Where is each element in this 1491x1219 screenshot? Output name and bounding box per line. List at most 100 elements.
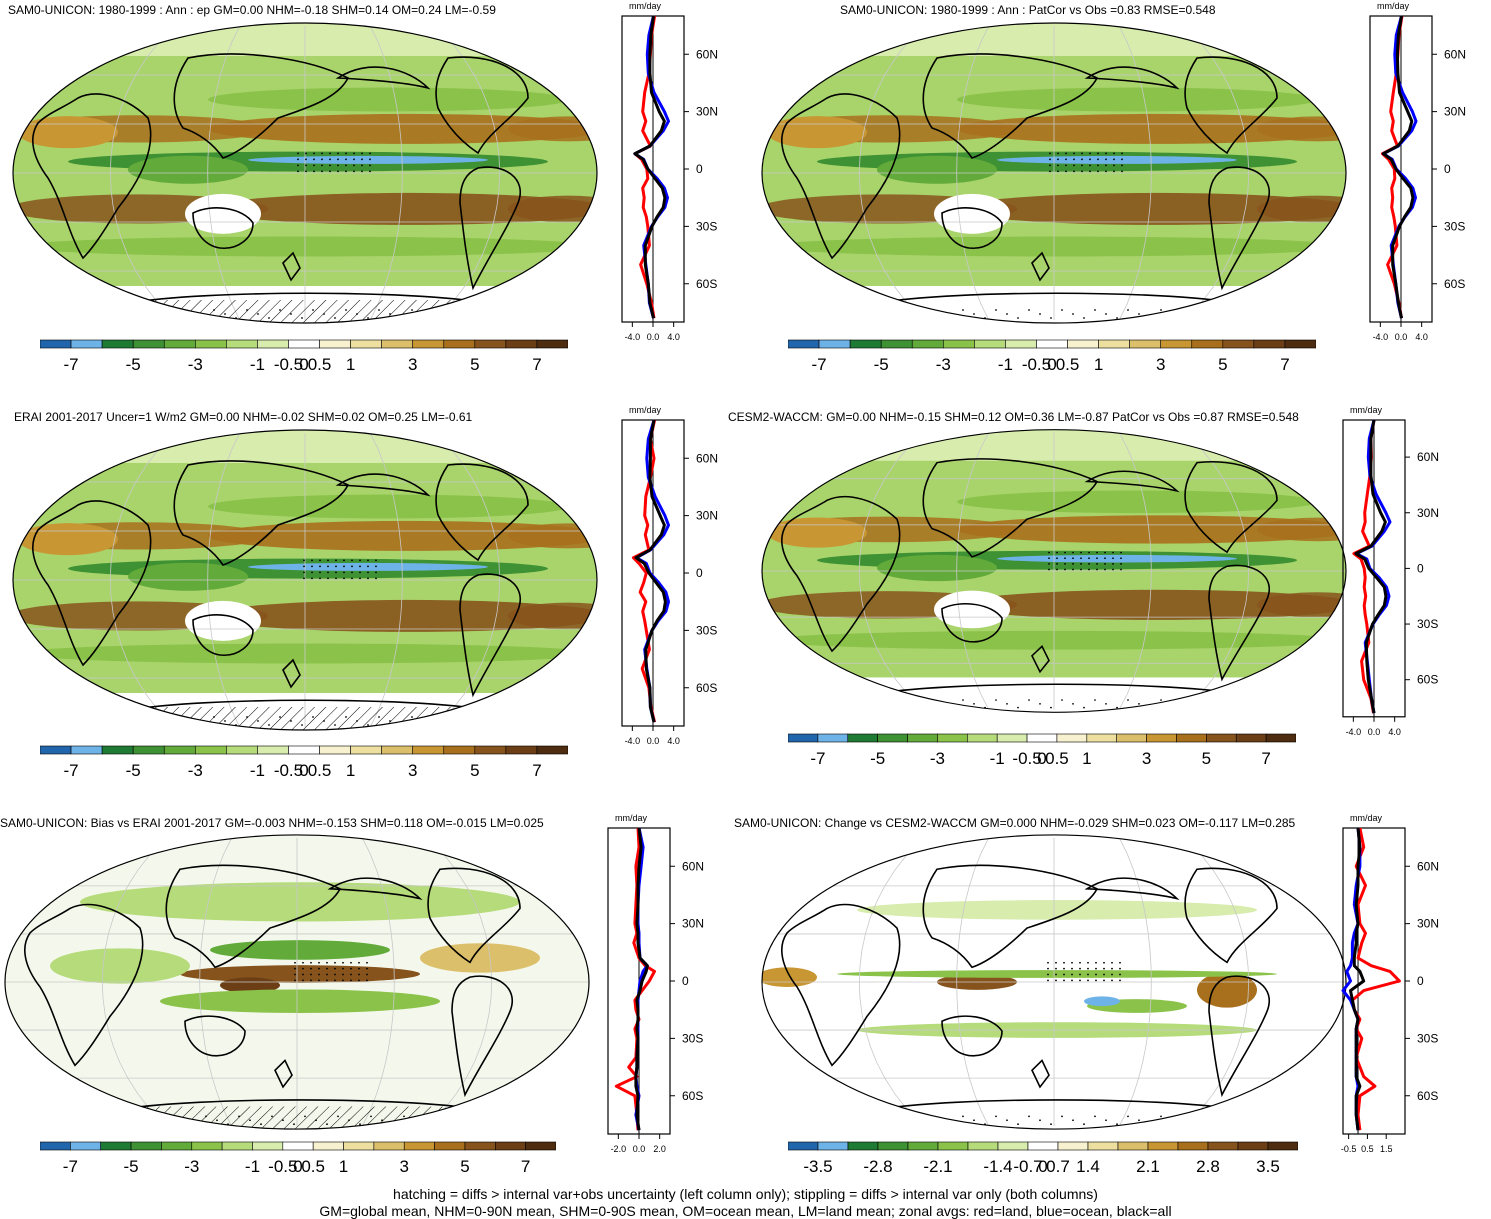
colorbar-label: 5 [460,1157,469,1176]
colorbar-swatch [257,745,289,755]
colorbar-label: -1 [998,355,1013,374]
colorbar-label: -3 [184,1157,199,1176]
coastline [192,207,254,249]
colorbar-swatch [536,745,568,755]
zonal-series-ocean [633,15,670,319]
colorbar-swatch [1116,733,1147,743]
colorbar-swatch [505,339,538,349]
colorbar-swatch [288,745,320,755]
coastline [335,66,431,90]
colorbar-label: -1.4 [983,1157,1012,1176]
colorbar-swatch [1222,339,1255,349]
map-p3 [12,429,598,731]
coastline [173,460,350,566]
colorbar-p3: -7 -5 -3 -1 -0.500.5 1 3 5 7 [40,745,568,780]
lat-tick-label: 60S [696,681,717,695]
colorbar-label: -2.1 [923,1157,952,1176]
coastline [459,573,521,698]
map-field [762,23,1346,323]
colorbar-label: 0 [1038,1157,1047,1176]
colorbar-label: -7 [63,1157,78,1176]
colorbar-swatch [818,339,851,349]
coastline [781,903,901,1067]
zonal-units-label: mm/day [629,1,662,11]
colorbar-label: 0 [299,355,308,374]
colorbar-swatch [161,1141,193,1151]
colorbar-label: 0.5 [1045,749,1069,768]
lat-tick-label: 0 [682,974,689,988]
map-field [13,430,597,730]
coastline [941,1015,1003,1057]
colorbar-swatch [132,745,165,755]
colorbar-swatch [911,339,944,349]
colorbar-swatch [907,733,938,743]
colorbar-label: 7 [1280,355,1289,374]
zonal-series-all [1354,419,1388,714]
zonal-plot-p3: mm/day 60N 30N 0 30S 60S -4.0 0.0 4.0 [621,405,718,746]
colorbar-label: 1 [1094,355,1103,374]
lat-tick-label: 30N [696,509,718,523]
coastline [1208,166,1270,291]
coastline [941,603,1003,643]
colorbar-swatch [937,1141,969,1151]
coastline [1184,461,1278,554]
colorbar-swatch [474,745,507,755]
coastline [1184,56,1278,155]
zonal-series-ocean [1381,15,1418,319]
lat-tick-label: 60S [1417,1089,1438,1103]
colorbar-label: 1 [346,761,355,780]
lat-tick-label: 60N [682,859,704,873]
colorbar-label: 5 [1218,355,1227,374]
colorbar-p6: -3.5 -2.8 -2.1 -1.4 -0.700.7 1.4 2.1 2.8 3.5 [788,1141,1298,1176]
colorbar-swatch [257,339,289,349]
panel-title-p6: SAM0-UNICON: Change vs CESM2-WACCM GM=0.… [734,816,1296,830]
coastline [335,473,431,497]
colorbar-label: 0.5 [308,761,332,780]
colorbar-swatch [350,339,382,349]
lat-tick-label: 0 [696,162,703,176]
coastline [922,864,1099,969]
colorbar-swatch [70,1141,102,1151]
colorbar-label: 0.5 [308,355,332,374]
coastline [1084,66,1180,90]
colorbar-label: 3.5 [1256,1157,1280,1176]
lat-tick-label: 0 [1444,162,1451,176]
lat-tick-label: 30N [682,917,704,931]
coastline [1084,877,1180,901]
stippling [139,961,460,1126]
colorbar-swatch [877,1141,909,1151]
zonal-series-all [633,15,667,319]
colorbar-label: -5 [126,355,141,374]
colorbar-swatch [443,745,476,755]
coastline [327,877,423,901]
colorbar-swatch [877,733,908,743]
coastline [941,207,1003,249]
colorbar-label: 0 [299,761,308,780]
panel-title-p4: CESM2-WACCM: GM=0.00 NHM=-0.15 SHM=0.12 … [728,410,1299,424]
colorbar-label: 3 [1156,355,1165,374]
colorbar-swatch [1267,1141,1298,1151]
colorbar-label: 2.1 [1136,1157,1160,1176]
colorbar-swatch [847,733,878,743]
colorbar-label: 0.5 [301,1157,325,1176]
zonal-series-all [634,827,649,1131]
colorbar-swatch [163,339,196,349]
colorbar-p4: -7 -5 -3 -1 -0.500.5 1 3 5 7 [788,733,1296,768]
coastline [1084,470,1180,493]
coastline [184,1015,246,1057]
colorbar-swatch [40,1141,71,1151]
footer-note-1: hatching = diffs > internal var+obs unce… [393,1186,1098,1202]
colorbar-label: -7 [63,355,78,374]
map-p4 [761,429,1347,713]
colorbar-swatch [997,1141,1029,1151]
colorbar-swatch [1253,339,1286,349]
colorbar-swatch [817,1141,849,1151]
colorbar-label: 5 [470,761,479,780]
coastline [451,975,513,1098]
colorbar-label: 0 [1047,355,1056,374]
hatching-region [90,1106,470,1130]
colorbar-label: -1 [250,761,265,780]
colorbar-swatch [319,745,351,755]
lat-tick-label: 60S [696,277,717,291]
colorbar-swatch [1036,339,1068,349]
